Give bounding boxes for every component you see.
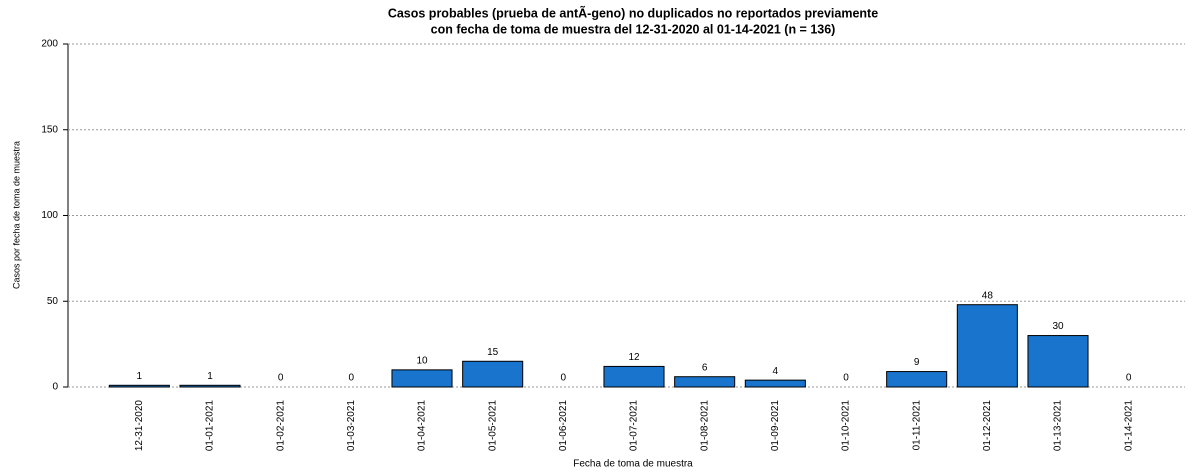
y-axis-title: Casos por fecha de toma de muestra [11, 141, 21, 289]
data-label: 10 [416, 355, 428, 366]
x-tick-label: 01-14-2021 [1123, 400, 1134, 452]
y-tick-label: 100 [41, 210, 58, 221]
bar [462, 360, 524, 388]
data-label: 0 [1126, 373, 1132, 384]
x-tick-label: 01-02-2021 [275, 400, 286, 452]
bar [108, 384, 170, 388]
x-tick-label: 01-05-2021 [487, 400, 498, 452]
data-label: 15 [487, 347, 499, 358]
bar [886, 371, 948, 388]
data-label: 1 [207, 371, 213, 382]
x-tick-label: 01-07-2021 [629, 400, 640, 452]
bar [391, 369, 453, 388]
bar [956, 304, 1018, 388]
y-tick-label: 50 [47, 296, 59, 307]
bar [603, 365, 665, 388]
data-label: 48 [982, 290, 994, 301]
x-tick-label: 01-10-2021 [841, 400, 852, 452]
data-label: 6 [702, 362, 708, 373]
x-tick-label: 01-09-2021 [770, 400, 781, 452]
x-tick-label: 01-12-2021 [982, 400, 993, 452]
x-tick-label: 01-01-2021 [205, 400, 216, 452]
data-label: 0 [843, 373, 849, 384]
data-label: 9 [914, 357, 920, 368]
x-tick-label: 01-06-2021 [558, 400, 569, 452]
x-tick-label: 01-04-2021 [417, 400, 428, 452]
bar [179, 384, 241, 388]
y-tick-label: 0 [52, 382, 58, 393]
bar [674, 376, 736, 388]
chart-title: Casos probables (prueba de antÃ-geno) no… [388, 5, 878, 20]
x-tick-label: 01-08-2021 [699, 400, 710, 452]
data-label: 0 [278, 373, 284, 384]
x-axis-title: Fecha de toma de muestra [573, 459, 693, 470]
bar [1027, 335, 1089, 388]
y-tick-label: 200 [41, 39, 58, 50]
x-tick-label: 01-13-2021 [1053, 400, 1064, 452]
data-label: 30 [1052, 321, 1064, 332]
y-tick-label: 150 [41, 124, 58, 135]
bar [744, 379, 806, 388]
x-tick-label: 01-11-2021 [911, 400, 922, 451]
x-tick-label: 12-31-2020 [134, 400, 145, 452]
data-label: 4 [773, 366, 779, 377]
x-tick-label: 01-03-2021 [346, 400, 357, 452]
data-label: 1 [137, 371, 143, 382]
data-label: 0 [349, 373, 355, 384]
data-label: 0 [561, 373, 567, 384]
chart-title: con fecha de toma de muestra del 12-31-2… [431, 22, 836, 36]
data-label: 12 [628, 352, 640, 363]
